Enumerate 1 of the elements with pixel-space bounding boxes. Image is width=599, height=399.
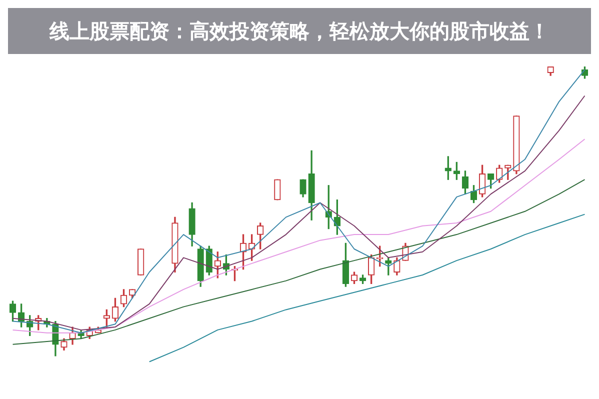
chart-title: 线上股票配资：高效投资策略，轻松放大你的股市收益！ <box>8 8 591 54</box>
